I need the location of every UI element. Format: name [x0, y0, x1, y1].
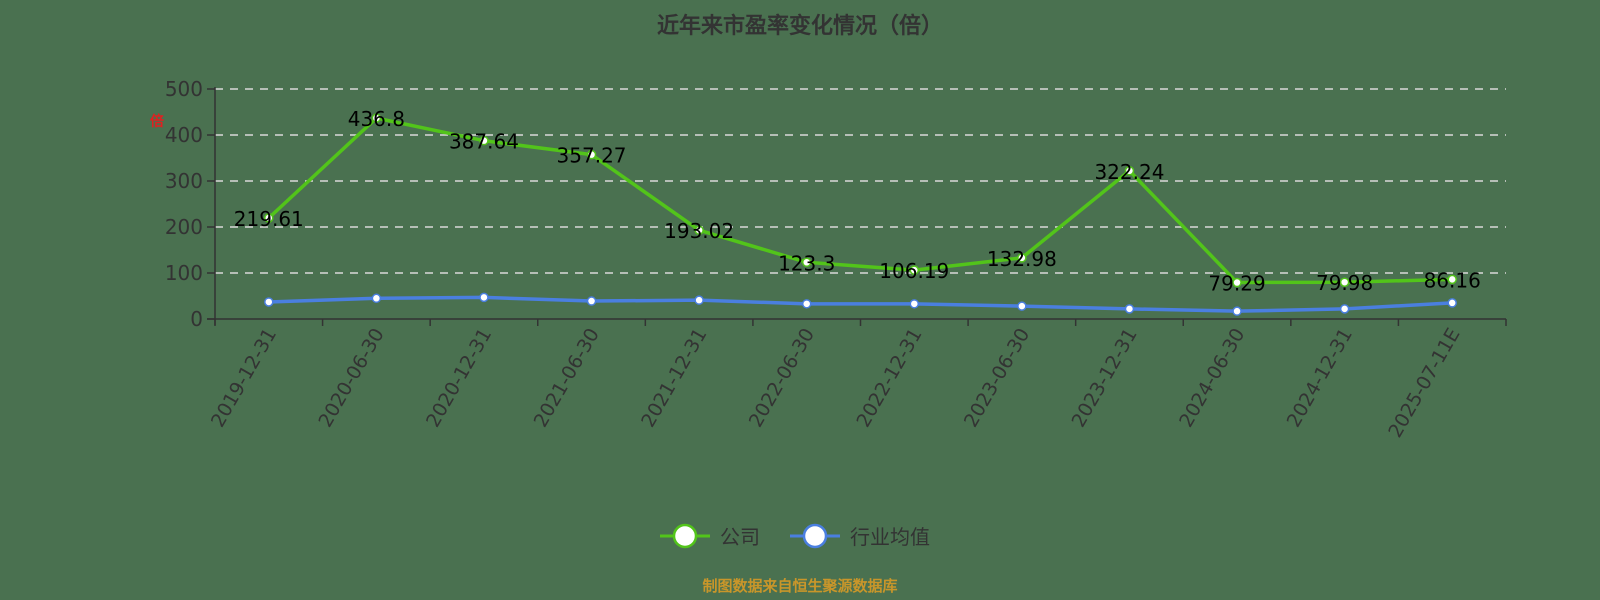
- data-point[interactable]: [909, 265, 920, 275]
- data-label: 219.61: [234, 207, 304, 231]
- data-point[interactable]: [801, 299, 812, 309]
- chart-title: 近年来市盈率变化情况（倍）: [657, 13, 943, 39]
- data-label: 387.64: [449, 130, 519, 154]
- data-point[interactable]: [1124, 166, 1135, 176]
- data-label: 106.19: [879, 259, 949, 283]
- data-point[interactable]: [264, 213, 274, 223]
- y-tick-label: 100: [165, 261, 203, 285]
- data-label: 79.98: [1316, 271, 1373, 295]
- data-label: 436.8: [348, 107, 405, 131]
- x-tick-label: 2020-06-30: [314, 325, 388, 432]
- x-tick-label: 2022-12-31: [852, 325, 926, 432]
- data-point[interactable]: [371, 113, 382, 123]
- data-point[interactable]: [694, 295, 704, 305]
- data-point[interactable]: [1232, 277, 1242, 288]
- data-point[interactable]: [479, 292, 489, 303]
- data-point[interactable]: [1017, 253, 1027, 263]
- data-point[interactable]: [1339, 277, 1350, 287]
- data-label: 86.16: [1424, 268, 1481, 292]
- y-tick-label: 500: [165, 77, 203, 101]
- y-tick-label: 0: [190, 307, 203, 331]
- legend-item[interactable]: 行业均值: [790, 523, 930, 549]
- series-lines: [264, 113, 1457, 316]
- x-tick-label: 2021-12-31: [637, 325, 711, 432]
- x-axis: 2019-12-31 2020-06-30 2020-12-31 2021-06-30…: [207, 318, 1507, 442]
- data-point[interactable]: [1447, 298, 1457, 308]
- data-label: 123.3: [778, 251, 835, 275]
- legend-label: 行业均值: [850, 525, 930, 549]
- y-axis-unit: 倍: [150, 113, 164, 130]
- gridlines: [215, 88, 1506, 274]
- x-tick-label: 2020-12-31: [422, 325, 496, 432]
- data-point[interactable]: [694, 225, 704, 235]
- data-point[interactable]: [1447, 274, 1457, 285]
- y-tick-label: 300: [165, 169, 203, 193]
- legend-marker-icon: [672, 523, 698, 549]
- x-tick-label: 2023-12-31: [1068, 325, 1142, 432]
- data-point[interactable]: [1017, 301, 1027, 311]
- legend-item[interactable]: 公司: [660, 523, 760, 549]
- data-point[interactable]: [264, 297, 274, 307]
- x-tick-label: 2019-12-31: [207, 325, 281, 432]
- data-label: 132.98: [987, 247, 1057, 271]
- x-tick-label: 2024-12-31: [1283, 325, 1357, 432]
- data-point[interactable]: [479, 135, 489, 146]
- data-point[interactable]: [371, 293, 382, 304]
- legend[interactable]: 公司 行业均值: [660, 523, 930, 549]
- series-line: [268, 295, 1453, 313]
- data-point[interactable]: [586, 149, 597, 160]
- x-tick-label: 2023-06-30: [960, 325, 1034, 432]
- data-point[interactable]: [1124, 304, 1135, 314]
- data-labels: 219.61 436.8 387.64 357.27 193.02 123.3 106.19…: [234, 107, 1481, 295]
- source-note: 制图数据来自恒生聚源数据库: [702, 577, 897, 595]
- data-label: 193.02: [664, 219, 734, 243]
- data-label: 79.29: [1208, 272, 1265, 296]
- data-point[interactable]: [801, 257, 812, 268]
- y-tick-label: 400: [165, 123, 203, 147]
- data-point[interactable]: [586, 296, 597, 306]
- series-line: [267, 116, 1453, 285]
- x-tick-label: 2021-06-30: [530, 325, 604, 432]
- y-axis: 0 100 200 300 400 500: [165, 77, 216, 331]
- data-label: 322.24: [1094, 160, 1164, 184]
- data-point[interactable]: [909, 299, 920, 309]
- x-tick-label: 2024-06-30: [1175, 325, 1249, 432]
- data-point[interactable]: [1339, 304, 1350, 314]
- y-tick-label: 200: [165, 215, 203, 239]
- x-tick-label: 2022-06-30: [745, 325, 819, 432]
- data-point[interactable]: [1232, 306, 1242, 316]
- legend-marker-icon: [802, 523, 828, 549]
- x-tick-label: 2025-07-11E: [1384, 325, 1464, 442]
- data-label: 357.27: [557, 144, 627, 168]
- legend-label: 公司: [720, 525, 760, 549]
